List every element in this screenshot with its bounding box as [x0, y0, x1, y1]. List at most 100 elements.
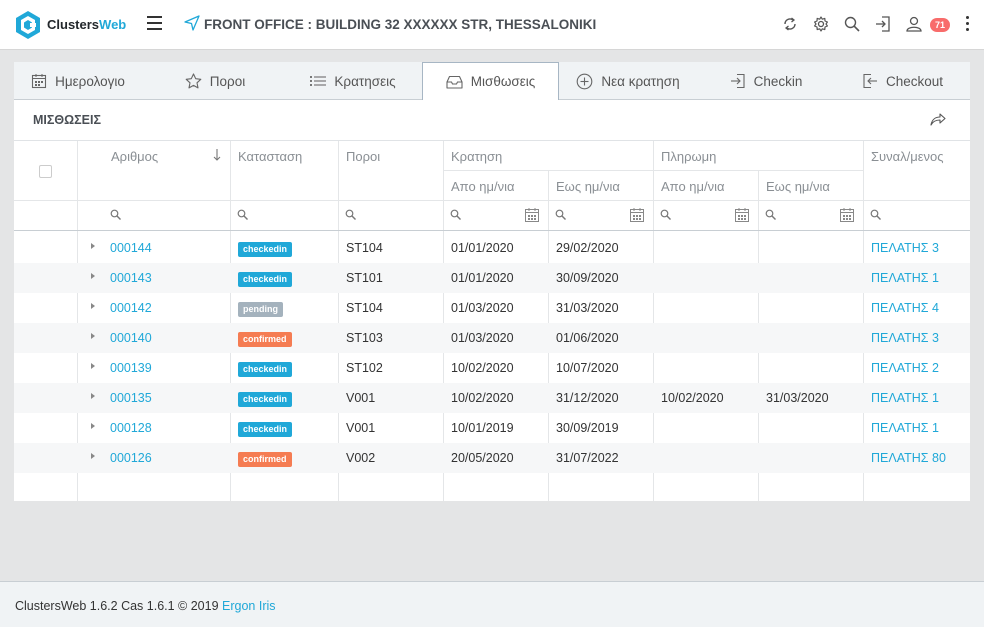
logout-icon[interactable] [874, 15, 892, 33]
column-header-booking-from[interactable]: Απο ημ/νια [451, 179, 515, 194]
cell-number-link[interactable]: 000135 [110, 391, 152, 405]
expand-row-icon[interactable] [91, 333, 95, 339]
cell-number-link[interactable]: 000142 [110, 301, 152, 315]
cell-number-link[interactable]: 000143 [110, 271, 152, 285]
cell-resource: V002 [346, 451, 376, 465]
cell-customer-link[interactable]: ΠΕΛΑΤΗΣ 2 [871, 361, 939, 375]
column-header-payment-from[interactable]: Απο ημ/νια [661, 179, 725, 194]
tab-label: Κρατησεις [334, 73, 396, 89]
cell-customer-link[interactable]: ΠΕΛΑΤΗΣ 3 [871, 331, 939, 345]
cell-resource: ST102 [346, 361, 383, 375]
expand-row-icon[interactable] [91, 273, 95, 279]
cell-resource: ST104 [346, 301, 383, 315]
gear-icon[interactable] [812, 15, 830, 33]
filter-resources-input[interactable] [339, 201, 443, 229]
column-header-customer[interactable]: Συναλ/μενος [871, 149, 944, 164]
more-options-icon[interactable] [965, 16, 970, 34]
calendar-icon[interactable] [524, 207, 540, 223]
cell-number-link[interactable]: 000144 [110, 241, 152, 255]
cell-number-link[interactable]: 000139 [110, 361, 152, 375]
share-icon[interactable] [930, 112, 946, 126]
app-logo[interactable]: ClustersWeb [15, 10, 145, 40]
cell-number-link[interactable]: 000126 [110, 451, 152, 465]
cell-booking-from: 01/03/2020 [451, 331, 514, 345]
filter-number-input[interactable] [104, 201, 230, 229]
column-header-booking-to[interactable]: Εως ημ/νια [556, 179, 620, 194]
tab-label: Checkin [753, 73, 803, 89]
footer: ClustersWeb 1.6.2 Cas 1.6.1 © 2019 Ergon… [0, 581, 984, 627]
star-icon [185, 73, 202, 89]
calendar-icon[interactable] [734, 207, 750, 223]
column-header-number[interactable]: Αριθμος [111, 149, 159, 164]
tab-resources[interactable]: Ποροι [146, 62, 284, 100]
filter-payment-from-input[interactable] [654, 201, 758, 229]
tab-calendar[interactable]: Ημερολογιο [14, 62, 142, 100]
cell-number-link[interactable]: 000128 [110, 421, 152, 435]
tab-bookings[interactable]: Κρατησεις [284, 62, 422, 100]
navigation-arrow-icon [184, 15, 200, 31]
cell-customer-link[interactable]: ΠΕΛΑΤΗΣ 3 [871, 241, 939, 255]
table-row[interactable]: 000139 checkedin ST102 10/02/2020 10/07/2020… [14, 353, 970, 383]
cell-booking-to: 31/12/2020 [556, 391, 619, 405]
cell-booking-from: 10/02/2020 [451, 391, 514, 405]
notification-badge[interactable]: 71 [930, 18, 951, 32]
filter-booking-from-input[interactable] [444, 201, 548, 229]
calendar-icon[interactable] [629, 207, 645, 223]
column-header-status[interactable]: Κατασταση [238, 149, 303, 164]
logout-icon [863, 73, 877, 89]
calendar-icon[interactable] [839, 207, 855, 223]
cell-customer-link[interactable]: ΠΕΛΑΤΗΣ 1 [871, 271, 939, 285]
login-icon [730, 73, 745, 89]
cell-resource: ST104 [346, 241, 383, 255]
header-divider [14, 230, 970, 231]
cell-booking-to: 10/07/2020 [556, 361, 619, 375]
cell-customer-link[interactable]: ΠΕΛΑΤΗΣ 80 [871, 451, 946, 465]
cell-resource: ST101 [346, 271, 383, 285]
column-divider [338, 141, 339, 501]
vendor-link[interactable]: Ergon Iris [222, 599, 276, 613]
column-header-resources[interactable]: Ποροι [346, 149, 381, 164]
cell-customer-link[interactable]: ΠΕΛΑΤΗΣ 1 [871, 391, 939, 405]
table-row[interactable]: 000144 checkedin ST104 01/01/2020 29/02/2020… [14, 233, 970, 263]
select-all-checkbox[interactable] [39, 165, 52, 178]
filter-booking-to-input[interactable] [549, 201, 653, 229]
footer-text: ClustersWeb 1.6.2 Cas 1.6.1 © 2019 Ergon… [15, 599, 276, 613]
table-row[interactable]: 000140 confirmed ST103 01/03/2020 01/06/2020… [14, 323, 970, 353]
version-text: ClustersWeb 1.6.2 Cas 1.6.1 © 2019 [15, 599, 219, 613]
filter-status-input[interactable] [231, 201, 338, 229]
tab-checkout[interactable]: Checkout [835, 62, 970, 100]
tab-new-booking[interactable]: Νεα κρατηση [559, 62, 697, 100]
expand-row-icon[interactable] [91, 303, 95, 309]
expand-row-icon[interactable] [91, 423, 95, 429]
search-icon[interactable] [843, 15, 861, 33]
filter-customer-input[interactable] [864, 201, 970, 229]
tab-label: Μισθωσεις [470, 74, 536, 89]
table-row[interactable]: 000143 checkedin ST101 01/01/2020 30/09/2020… [14, 263, 970, 293]
sync-icon[interactable] [781, 15, 799, 33]
expand-row-icon[interactable] [91, 243, 95, 249]
user-icon[interactable] [905, 15, 923, 33]
calendar-icon [32, 74, 47, 89]
inbox-icon [446, 75, 463, 89]
cell-customer-link[interactable]: ΠΕΛΑΤΗΣ 4 [871, 301, 939, 315]
table-row[interactable]: 000135 checkedin V001 10/02/2020 31/12/2020 1… [14, 383, 970, 413]
expand-row-icon[interactable] [91, 363, 95, 369]
logo-icon [16, 11, 40, 39]
cell-number-link[interactable]: 000140 [110, 331, 152, 345]
expand-row-icon[interactable] [91, 393, 95, 399]
table-row[interactable]: 000126 confirmed V002 20/05/2020 31/07/2022 Π… [14, 443, 970, 473]
menu-toggle-icon[interactable] [147, 16, 163, 32]
tab-label: Νεα κρατηση [601, 73, 680, 89]
cell-resource: ST103 [346, 331, 383, 345]
column-header-payment-to[interactable]: Εως ημ/νια [766, 179, 830, 194]
tab-checkin[interactable]: Checkin [697, 62, 835, 100]
table-row[interactable]: 000142 pending ST104 01/03/2020 31/03/2020 ΠΕ… [14, 293, 970, 323]
filter-payment-to-input[interactable] [759, 201, 863, 229]
cell-customer-link[interactable]: ΠΕΛΑΤΗΣ 1 [871, 421, 939, 435]
table-row[interactable]: 000128 checkedin V001 10/01/2019 30/09/2019 Π… [14, 413, 970, 443]
column-divider [230, 141, 231, 501]
tab-leases[interactable]: Μισθωσεις [422, 62, 559, 101]
tab-label: Ποροι [209, 73, 246, 89]
sort-descending-icon[interactable] [213, 149, 221, 161]
expand-row-icon[interactable] [91, 453, 95, 459]
